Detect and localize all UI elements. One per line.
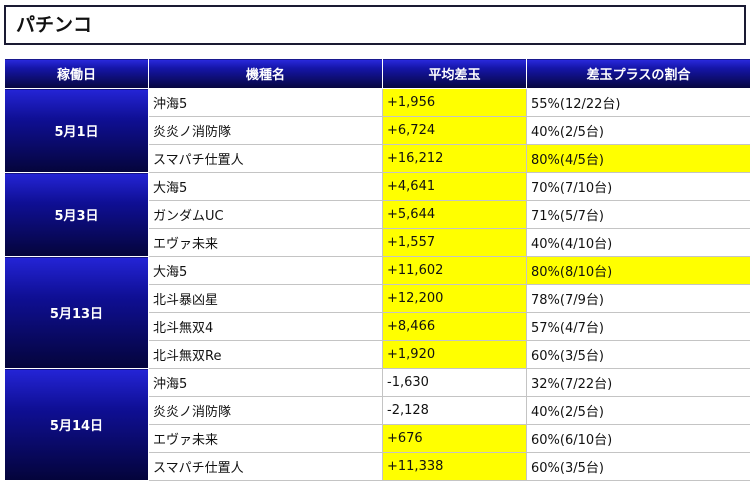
average-cell: +4,641 xyxy=(382,172,527,201)
average-cell: +676 xyxy=(382,424,527,453)
ratio-cell: 80%(4/5台) xyxy=(526,144,750,173)
average-cell: +12,200 xyxy=(382,284,527,313)
table-row: 5月3日 大海5 +4,641 70%(7/10台) xyxy=(4,172,750,257)
date-cell: 5月3日 xyxy=(4,172,149,257)
machine-cell: スマパチ仕置人 xyxy=(148,144,383,173)
machine-cell: エヴァ未来 xyxy=(148,424,383,453)
machine-cell: 沖海5 xyxy=(148,88,383,117)
ratio-cell: 40%(4/10台) xyxy=(526,228,750,257)
table-body: 5月1日 沖海5 +1,956 55%(12/22台) 炎炎ノ消防隊 +6,724 40%(… xyxy=(4,88,750,481)
average-cell: +1,956 xyxy=(382,88,527,117)
header-average: 平均差玉 xyxy=(382,58,527,89)
table-row: スマパチ仕置人 +16,212 80%(4/5台) xyxy=(5,144,750,173)
table-row: ガンダムUC +5,644 71%(5/7台) xyxy=(5,200,750,229)
table-row: 炎炎ノ消防隊 +6,724 40%(2/5台) xyxy=(5,116,750,145)
machine-cell: 大海5 xyxy=(148,256,383,285)
header-machine: 機種名 xyxy=(148,58,383,89)
ratio-cell: 55%(12/22台) xyxy=(526,88,750,117)
ratio-cell: 60%(6/10台) xyxy=(526,424,750,453)
table-row: 北斗無双4 +8,466 57%(4/7台) xyxy=(5,312,750,341)
average-cell: +1,920 xyxy=(382,340,527,369)
ratio-cell: 78%(7/9台) xyxy=(526,284,750,313)
machine-cell: エヴァ未来 xyxy=(148,228,383,257)
table-row: エヴァ未来 +1,557 40%(4/10台) xyxy=(5,228,750,257)
average-cell: +6,724 xyxy=(382,116,527,145)
page-title: パチンコ xyxy=(16,14,93,36)
machine-cell: 北斗暴凶星 xyxy=(148,284,383,313)
table-row: 5月14日 沖海5 -1,630 32%(7/22台) xyxy=(4,368,750,481)
table-row: 5月13日 大海5 +11,602 80%(8/10台) xyxy=(4,256,750,369)
average-cell: +1,557 xyxy=(382,228,527,257)
table-row: 炎炎ノ消防隊 -2,128 40%(2/5台) xyxy=(5,396,750,425)
table-row: 5月1日 沖海5 +1,956 55%(12/22台) xyxy=(4,88,750,173)
table-header-row: 稼働日 機種名 平均差玉 差玉プラスの割合 xyxy=(4,58,750,89)
ratio-cell: 40%(2/5台) xyxy=(526,116,750,145)
average-cell: -2,128 xyxy=(382,396,527,425)
ratio-cell: 57%(4/7台) xyxy=(526,312,750,341)
average-cell: +11,338 xyxy=(382,452,527,481)
machine-cell: 大海5 xyxy=(148,172,383,201)
ratio-cell: 60%(3/5台) xyxy=(526,452,750,481)
header-ratio: 差玉プラスの割合 xyxy=(526,58,750,89)
average-cell: +8,466 xyxy=(382,312,527,341)
header-date: 稼働日 xyxy=(4,58,149,89)
date-cell: 5月14日 xyxy=(4,368,149,481)
table-row: スマパチ仕置人 +11,338 60%(3/5台) xyxy=(5,452,750,481)
ratio-cell: 32%(7/22台) xyxy=(526,368,750,397)
page-title-box: パチンコ xyxy=(4,5,746,45)
machine-cell: 沖海5 xyxy=(148,368,383,397)
machine-cell: 炎炎ノ消防隊 xyxy=(148,116,383,145)
average-cell: +16,212 xyxy=(382,144,527,173)
date-cell: 5月13日 xyxy=(4,256,149,369)
machine-cell: 北斗無双Re xyxy=(148,340,383,369)
average-cell: +5,644 xyxy=(382,200,527,229)
machine-cell: スマパチ仕置人 xyxy=(148,452,383,481)
ratio-cell: 60%(3/5台) xyxy=(526,340,750,369)
machine-cell: 北斗無双4 xyxy=(148,312,383,341)
average-cell: +11,602 xyxy=(382,256,527,285)
ratio-cell: 70%(7/10台) xyxy=(526,172,750,201)
table-row: 北斗無双Re +1,920 60%(3/5台) xyxy=(5,340,750,369)
table-row: 北斗暴凶星 +12,200 78%(7/9台) xyxy=(5,284,750,313)
ratio-cell: 80%(8/10台) xyxy=(526,256,750,285)
ratio-cell: 71%(5/7台) xyxy=(526,200,750,229)
average-cell: -1,630 xyxy=(382,368,527,397)
machine-cell: ガンダムUC xyxy=(148,200,383,229)
machine-cell: 炎炎ノ消防隊 xyxy=(148,396,383,425)
date-cell: 5月1日 xyxy=(4,88,149,173)
ratio-cell: 40%(2/5台) xyxy=(526,396,750,425)
results-table: 稼働日 機種名 平均差玉 差玉プラスの割合 5月1日 沖海5 +1,956 55%(1… xyxy=(4,58,750,481)
